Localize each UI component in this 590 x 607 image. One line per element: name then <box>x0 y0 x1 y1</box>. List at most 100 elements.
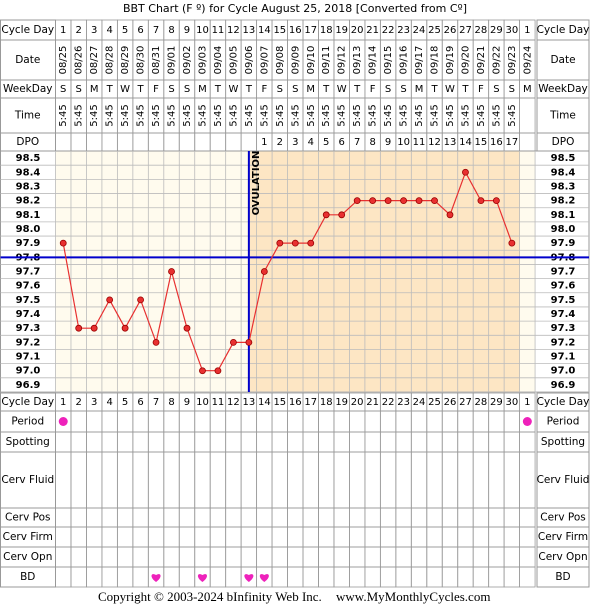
y-tick-label: 98.2 <box>551 196 576 207</box>
categories-label: 25 <box>428 397 441 408</box>
weekdays-label: S <box>60 84 66 95</box>
categories-label: 9 <box>184 397 190 408</box>
row-label: Cerv Opn <box>3 551 52 563</box>
dates-label: 09/15 <box>383 46 394 75</box>
categories-label: 24 <box>413 397 426 408</box>
dates-label: 09/24 <box>522 46 533 75</box>
times-label: 5:45 <box>197 104 208 126</box>
categories-label: 12 <box>227 25 240 36</box>
categories-label: 21 <box>366 25 379 36</box>
weekdays-label: S <box>493 84 499 95</box>
row-cell-right <box>536 97 590 134</box>
y-tick-label: 97.7 <box>16 267 41 278</box>
website: www.MyMonthlyCycles.com <box>336 589 490 604</box>
weekdays-label: S <box>292 84 298 95</box>
categories-label: 22 <box>382 25 395 36</box>
temp-point <box>462 168 469 176</box>
bd-heart <box>259 574 269 582</box>
categories-label: 10 <box>196 25 209 36</box>
categories-label: 27 <box>459 397 472 408</box>
dates-label: 09/01 <box>167 46 178 75</box>
period-dot <box>522 417 532 426</box>
y-tick-label: 98.3 <box>551 181 576 192</box>
dates-label: 09/08 <box>275 46 286 75</box>
times-label: 5:45 <box>414 104 425 126</box>
dates-label: 09/23 <box>507 46 518 75</box>
categories-label: 19 <box>335 397 348 408</box>
categories-label: 2 <box>76 25 82 36</box>
temp-point <box>415 197 423 205</box>
row-label: BD <box>20 571 35 583</box>
times-label: 5:45 <box>306 104 317 126</box>
categories-label: 7 <box>153 397 159 408</box>
dates-label: 09/12 <box>337 46 348 75</box>
categories-label: 18 <box>320 25 333 36</box>
dates-label: 09/05 <box>228 46 239 75</box>
categories-label: 20 <box>351 397 364 408</box>
categories-label: 29 <box>490 397 503 408</box>
categories-label: 28 <box>475 397 488 408</box>
categories-label: 1 <box>60 397 66 408</box>
weekdays-label: M <box>306 84 315 95</box>
dpo-label: 5 <box>323 137 329 148</box>
categories-label: 10 <box>196 397 209 408</box>
temp-point <box>508 239 516 247</box>
row-label: Period <box>547 416 580 428</box>
dates-label: 08/28 <box>105 46 116 75</box>
row-label: Cerv Fluid <box>1 474 54 486</box>
categories-label: 21 <box>366 397 379 408</box>
categories-label: 5 <box>122 25 128 36</box>
weekdays-label: S <box>76 84 82 95</box>
y-tick-label: 98.3 <box>16 181 41 192</box>
copyright: Copyright © 2003-2024 bInfinity Web Inc. <box>98 589 322 604</box>
temp-point <box>183 324 191 332</box>
weekdays-label: S <box>400 84 406 95</box>
categories-label: 15 <box>273 25 286 36</box>
temp-point <box>260 268 268 275</box>
dates-label: 08/29 <box>120 46 131 75</box>
dates-label: 09/04 <box>213 46 224 75</box>
weekdays-label: S <box>277 84 283 95</box>
row-label: Cerv Firm <box>3 531 53 543</box>
temp-point <box>245 338 253 346</box>
categories-label: 28 <box>475 25 488 36</box>
categories-label: 26 <box>444 25 457 36</box>
weekdays-label: M <box>523 84 532 95</box>
dates-label: 09/20 <box>460 46 471 75</box>
dates-label: 08/26 <box>74 46 85 75</box>
weekdays-label: T <box>430 84 438 95</box>
categories-label: 16 <box>289 397 302 408</box>
weekdays-label: F <box>153 84 159 95</box>
categories-label: 22 <box>382 397 395 408</box>
categories-label: 8 <box>168 397 174 408</box>
categories-label: 12 <box>227 397 240 408</box>
categories-label: 7 <box>153 25 159 36</box>
weekdays-label: S <box>184 84 190 95</box>
times-label: 5:45 <box>460 104 471 126</box>
categories-label: 15 <box>273 397 286 408</box>
y-tick-label: 98.0 <box>16 224 41 235</box>
follicular-bg <box>55 151 249 392</box>
categories-label: 16 <box>289 25 302 36</box>
row-label: Cerv Firm <box>538 531 588 543</box>
row-label: BD <box>555 571 570 583</box>
times-label: 5:45 <box>167 104 178 126</box>
row-label: WeekDay <box>538 83 588 95</box>
temp-point <box>307 239 315 247</box>
categories-label: 6 <box>137 397 143 408</box>
temp-point <box>152 338 160 346</box>
categories-label: 9 <box>184 25 190 36</box>
weekdays-label: F <box>478 84 484 95</box>
y-tick-label: 97.5 <box>16 295 41 306</box>
row-label: DPO <box>552 136 575 148</box>
categories-label: 13 <box>243 397 256 408</box>
times-label: 5:45 <box>399 104 410 126</box>
dates-label: 09/09 <box>290 46 301 75</box>
row-cell-right <box>536 39 590 81</box>
row-label: Spotting <box>6 436 50 448</box>
y-tick-label: 98.4 <box>551 167 576 178</box>
y-tick-label: 97.9 <box>16 238 41 249</box>
row-cell-left <box>0 451 56 509</box>
temp-point <box>121 324 129 332</box>
